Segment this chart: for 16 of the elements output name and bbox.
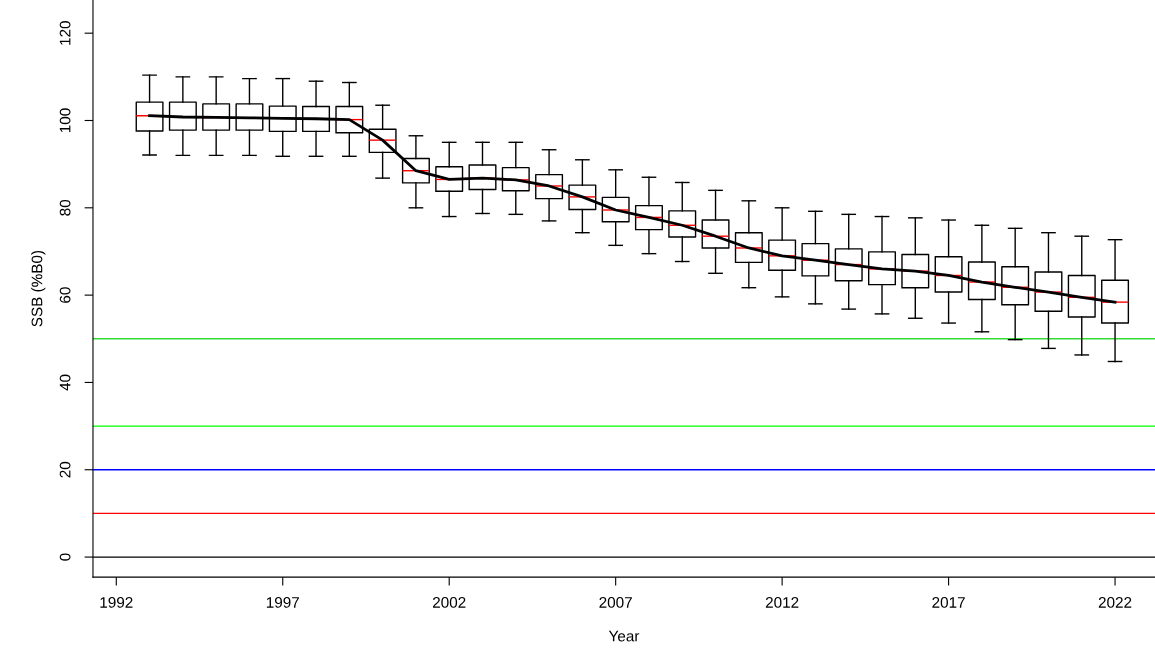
y-tick-label: 20	[59, 461, 71, 478]
x-tick-label: 1992	[100, 597, 133, 608]
y-axis-title: SSB (%B0)	[31, 250, 46, 327]
x-tick-label: 2017	[932, 597, 965, 608]
y-tick-label: 80	[59, 199, 71, 216]
x-tick-label: 2022	[1098, 597, 1132, 608]
x-tick-label: 2007	[599, 597, 632, 608]
y-tick-label: 40	[59, 374, 71, 391]
y-tick-label: 120	[59, 21, 71, 45]
y-tick-label: 0	[59, 553, 71, 561]
x-axis-title: Year	[608, 630, 640, 642]
x-tick-label: 1997	[266, 597, 299, 608]
x-tick-label: 2012	[765, 597, 799, 608]
x-tick-label: 2002	[432, 597, 466, 608]
y-tick-label: 60	[59, 287, 71, 303]
y-tick-label: 100	[59, 108, 71, 133]
